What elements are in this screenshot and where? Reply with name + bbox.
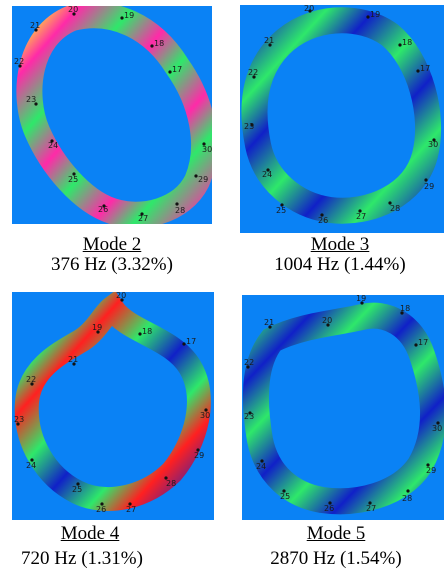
svg-text:29: 29 <box>194 451 204 460</box>
svg-text:24: 24 <box>26 461 36 470</box>
svg-text:25: 25 <box>280 492 290 501</box>
mode-4-panel: 20 18 17 19 21 22 23 24 25 26 27 28 29 3… <box>12 292 214 520</box>
svg-text:30: 30 <box>200 411 210 420</box>
svg-text:28: 28 <box>175 206 185 215</box>
svg-text:26: 26 <box>96 505 106 514</box>
mode-4-title: Mode 4 <box>60 523 120 544</box>
svg-text:24: 24 <box>262 170 272 179</box>
svg-text:20: 20 <box>322 316 332 325</box>
mode-5-frequency: 2870 Hz (1.54%) <box>270 548 402 569</box>
svg-text:21: 21 <box>68 355 78 364</box>
svg-text:21: 21 <box>264 318 274 327</box>
svg-text:30: 30 <box>428 140 438 149</box>
svg-text:23: 23 <box>26 95 36 104</box>
svg-text:19: 19 <box>356 295 366 303</box>
svg-text:22: 22 <box>26 375 36 384</box>
svg-text:18: 18 <box>154 39 164 48</box>
svg-text:21: 21 <box>30 21 40 30</box>
svg-text:29: 29 <box>424 182 434 191</box>
mode-3-frequency: 1004 Hz (1.44%) <box>274 254 406 275</box>
svg-text:27: 27 <box>356 212 366 221</box>
svg-text:17: 17 <box>172 65 182 74</box>
svg-text:22: 22 <box>14 57 24 66</box>
svg-text:23: 23 <box>14 415 24 424</box>
svg-text:30: 30 <box>202 145 212 154</box>
svg-text:17: 17 <box>418 338 428 347</box>
svg-text:28: 28 <box>390 204 400 213</box>
mode-4-ring: 20 18 17 19 21 22 23 24 25 26 27 28 29 3… <box>14 292 211 514</box>
svg-text:17: 17 <box>420 64 430 73</box>
svg-text:23: 23 <box>244 412 254 421</box>
mode-5-title: Mode 5 <box>306 523 366 544</box>
svg-text:26: 26 <box>324 504 334 513</box>
mode-2-frequency: 376 Hz (3.32%) <box>51 254 173 275</box>
svg-text:28: 28 <box>166 479 176 488</box>
mode-3-ring: 20 19 18 17 21 22 23 24 25 26 27 28 29 3… <box>241 5 441 225</box>
mode-4-frequency: 720 Hz (1.31%) <box>21 548 143 569</box>
svg-text:29: 29 <box>426 466 436 475</box>
svg-text:19: 19 <box>92 323 102 332</box>
svg-text:18: 18 <box>402 38 412 47</box>
svg-text:24: 24 <box>48 141 58 150</box>
mode-5-panel: 19 18 17 20 21 22 23 24 25 26 27 28 29 3… <box>242 295 444 520</box>
svg-text:26: 26 <box>318 216 328 225</box>
mode-2-title: Mode 2 <box>82 234 142 255</box>
svg-text:29: 29 <box>198 175 208 184</box>
svg-text:22: 22 <box>244 358 254 367</box>
svg-text:19: 19 <box>124 11 134 20</box>
svg-text:19: 19 <box>370 10 380 19</box>
mode-5-ring: 19 18 17 20 21 22 23 24 25 26 27 28 29 3… <box>242 295 444 515</box>
svg-text:18: 18 <box>142 327 152 336</box>
svg-text:22: 22 <box>248 68 258 77</box>
svg-text:20: 20 <box>304 5 314 13</box>
svg-text:30: 30 <box>432 424 442 433</box>
svg-text:25: 25 <box>276 206 286 215</box>
svg-text:24: 24 <box>256 462 266 471</box>
svg-text:17: 17 <box>186 337 196 346</box>
svg-text:26: 26 <box>98 205 108 214</box>
mode-2-panel: 20 19 18 17 21 22 23 24 25 26 27 28 29 3… <box>12 6 212 224</box>
mode-3-title: Mode 3 <box>310 234 370 255</box>
svg-text:27: 27 <box>366 504 376 513</box>
svg-text:27: 27 <box>138 214 148 223</box>
svg-text:25: 25 <box>72 485 82 494</box>
svg-text:23: 23 <box>244 122 254 131</box>
svg-text:28: 28 <box>402 494 412 503</box>
mode-3-panel: 20 19 18 17 21 22 23 24 25 26 27 28 29 3… <box>240 5 444 233</box>
mode-2-ring: 20 19 18 17 21 22 23 24 25 26 27 28 29 3… <box>14 6 212 224</box>
svg-text:20: 20 <box>68 6 78 14</box>
svg-text:21: 21 <box>264 36 274 45</box>
svg-text:25: 25 <box>68 175 78 184</box>
svg-text:20: 20 <box>116 292 126 300</box>
svg-text:27: 27 <box>126 505 136 514</box>
svg-text:18: 18 <box>400 304 410 313</box>
